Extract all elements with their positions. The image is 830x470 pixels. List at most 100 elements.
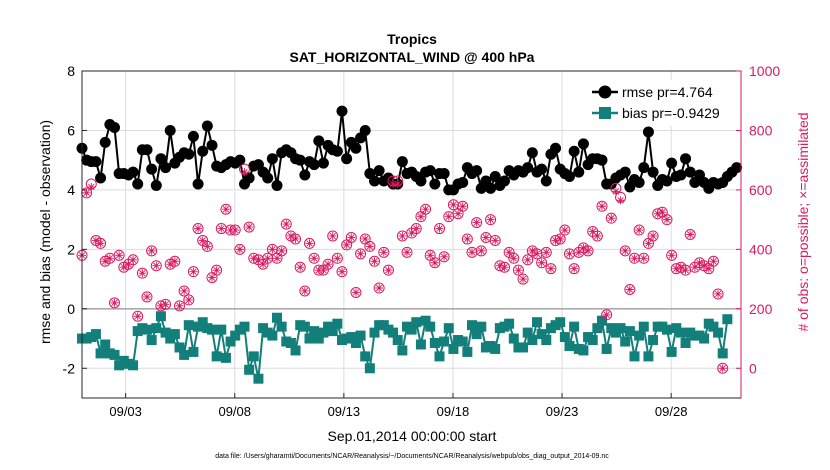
- assimilated-obs-point: [347, 233, 356, 242]
- assimilated-obs-point: [156, 301, 165, 310]
- assimilated-obs-point: [704, 264, 713, 273]
- assimilated-obs-point: [189, 267, 198, 276]
- assimilated-obs-point: [653, 209, 662, 218]
- assimilated-obs-point: [393, 179, 402, 188]
- rmse-point: [317, 157, 329, 169]
- rmse-point: [262, 172, 274, 184]
- assimilated-obs-point: [402, 248, 411, 257]
- assimilated-obs-point: [268, 245, 277, 254]
- bias-point: [239, 321, 250, 332]
- bias-point: [448, 343, 459, 354]
- assimilated-obs-point: [528, 246, 537, 255]
- rmse-point: [429, 178, 441, 190]
- bias-point: [220, 352, 231, 363]
- possible-obs-point: [684, 229, 696, 240]
- possible-obs-point: [471, 217, 483, 229]
- bias-point: [471, 329, 482, 340]
- assimilated-obs-point: [184, 295, 193, 304]
- assimilated-obs-point: [370, 257, 379, 266]
- rmse-point: [577, 138, 589, 150]
- bias-point: [624, 326, 635, 337]
- assimilated-obs-point: [389, 179, 398, 188]
- assimilated-obs-point: [407, 229, 416, 238]
- bias-point: [392, 335, 403, 346]
- possible-obs-point: [299, 285, 311, 297]
- assimilated-obs-point: [412, 224, 421, 233]
- bias-point: [490, 343, 501, 354]
- bias-point: [174, 342, 185, 353]
- assimilated-obs-point: [570, 264, 579, 273]
- bias-point: [169, 329, 180, 340]
- bias-point: [179, 349, 190, 360]
- assimilated-obs-point: [207, 273, 216, 282]
- bias-point: [527, 335, 538, 346]
- bias-point: [327, 326, 338, 337]
- assimilated-obs-point: [87, 182, 96, 191]
- assimilated-obs-point: [356, 249, 365, 258]
- possible-obs-point: [350, 286, 362, 298]
- possible-obs-point: [192, 223, 204, 235]
- assimilated-obs-point: [481, 233, 490, 242]
- assimilated-obs-point: [500, 263, 509, 272]
- assimilated-obs-point: [435, 224, 444, 233]
- bias-point: [355, 330, 366, 341]
- assimilated-obs-point: [514, 266, 523, 275]
- assimilated-obs-point: [477, 246, 486, 255]
- bias-point: [415, 339, 426, 350]
- rmse-point: [99, 136, 111, 148]
- bias-point: [388, 327, 399, 338]
- bias-point: [95, 348, 106, 359]
- bias-point: [648, 335, 659, 346]
- bias-point: [578, 345, 589, 356]
- rmse-point: [489, 171, 501, 183]
- assimilated-obs-point: [161, 300, 170, 309]
- bias-point: [141, 324, 152, 335]
- assimilated-obs-point: [296, 263, 305, 272]
- assimilated-obs-point: [695, 258, 704, 267]
- x-tick-label: 09/23: [546, 404, 579, 419]
- assimilated-obs-point: [658, 208, 667, 217]
- bias-point: [253, 373, 264, 384]
- possible-obs-point: [596, 200, 608, 212]
- bias-point: [160, 327, 171, 338]
- assimilated-obs-point: [170, 257, 179, 266]
- rmse-point: [341, 153, 353, 165]
- legend-label: bias pr=-0.9429: [622, 105, 720, 121]
- possible-obs-point: [485, 214, 497, 226]
- legend: rmse pr=4.764 bias pr=-0.9429: [588, 80, 736, 126]
- assimilated-obs-point: [551, 236, 560, 245]
- assimilated-obs-point: [718, 364, 727, 373]
- possible-obs-point: [322, 258, 334, 270]
- bias-point: [350, 338, 361, 349]
- possible-obs-point: [489, 234, 501, 246]
- possible-obs-point: [132, 310, 144, 322]
- rmse-point: [457, 176, 469, 188]
- assimilated-obs-point: [616, 196, 625, 205]
- assimilated-obs-point: [440, 252, 449, 261]
- x-tick-label: 09/28: [655, 404, 688, 419]
- assimilated-obs-point: [384, 266, 393, 275]
- bias-point: [346, 332, 357, 343]
- rmse-point: [127, 166, 139, 178]
- bias-point: [541, 335, 552, 346]
- assimilated-obs-point: [467, 248, 476, 257]
- assimilated-obs-point: [166, 260, 175, 269]
- bias-point: [420, 315, 431, 326]
- assimilated-obs-point: [231, 226, 240, 235]
- assimilated-obs-point: [115, 251, 124, 260]
- y-left-tick-label: 0: [67, 301, 75, 317]
- possible-obs-point: [141, 291, 153, 303]
- rmse-point: [197, 145, 209, 157]
- possible-obs-point: [712, 288, 724, 300]
- bias-point: [643, 351, 654, 362]
- possible-obs-point: [545, 263, 557, 275]
- assimilated-obs-point: [319, 266, 328, 275]
- y-right-tick-label: 800: [749, 122, 773, 138]
- x-tick-label: 09/13: [328, 404, 361, 419]
- possible-obs-point: [420, 203, 432, 215]
- bias-point: [318, 327, 329, 338]
- assimilated-obs-point: [254, 255, 263, 264]
- assimilated-obs-point: [454, 209, 463, 218]
- possible-obs-point: [220, 203, 232, 215]
